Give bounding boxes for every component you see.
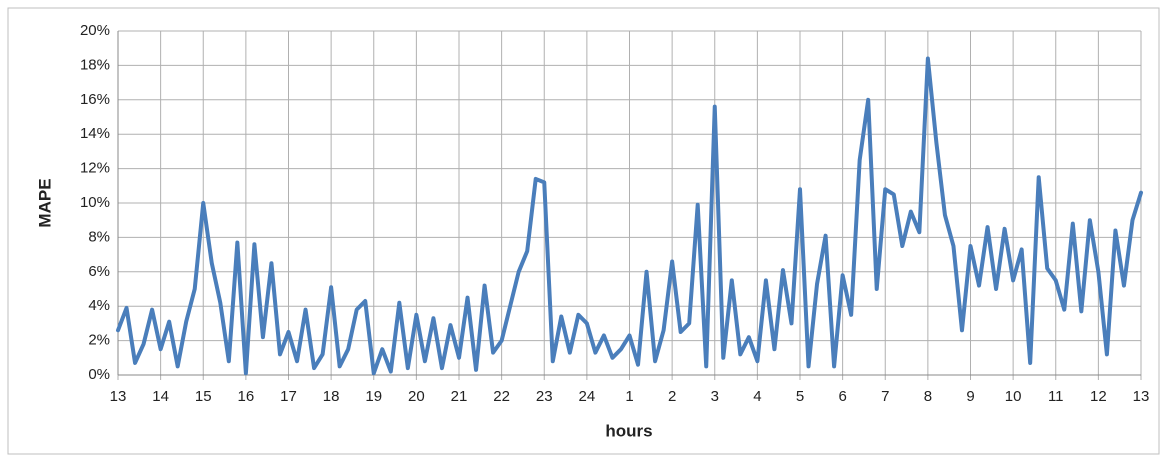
y-tick-label: 6% [88,263,110,280]
x-tick-label: 12 [1090,388,1107,405]
y-tick-label: 4% [88,297,110,314]
x-tick-label: 3 [711,388,719,405]
x-tick-label: 11 [1048,388,1064,405]
y-tick-label: 2% [88,332,110,349]
y-tick-label: 12% [80,160,110,177]
x-tick-label: 18 [323,388,340,405]
x-tick-label: 13 [1133,388,1150,405]
y-tick-label: 18% [80,56,110,73]
x-tick-label: 9 [966,388,974,405]
x-tick-label: 13 [110,388,127,405]
y-tick-label: 10% [80,194,110,211]
x-tick-label: 4 [753,388,761,405]
y-tick-label: 16% [80,91,110,108]
x-tick-label: 1 [625,388,633,405]
x-tick-label: 21 [451,388,468,405]
x-tick-label: 8 [924,388,932,405]
y-tick-label: 0% [88,366,110,383]
x-tick-label: 14 [152,388,169,405]
x-tick-label: 7 [881,388,889,405]
y-tick-label: 20% [80,22,110,39]
x-tick-label: 23 [536,388,553,405]
data-line [116,56,1143,376]
x-tick-label: 2 [668,388,676,405]
x-tick-label: 17 [280,388,297,405]
x-axis-title: hours [605,421,652,440]
x-tick-label: 15 [195,388,212,405]
x-tick-label: 6 [838,388,846,405]
y-tick-label: 14% [80,125,110,142]
x-tick-label: 16 [238,388,255,405]
x-tick-label: 24 [579,388,596,405]
x-tick-label: 19 [365,388,382,405]
x-tick-label: 10 [1005,388,1022,405]
x-tick-label: 22 [493,388,510,405]
x-tick-label: 5 [796,388,804,405]
y-axis-title: MAPE [35,178,54,227]
x-tick-label: 20 [408,388,425,405]
y-tick-label: 8% [88,228,110,245]
